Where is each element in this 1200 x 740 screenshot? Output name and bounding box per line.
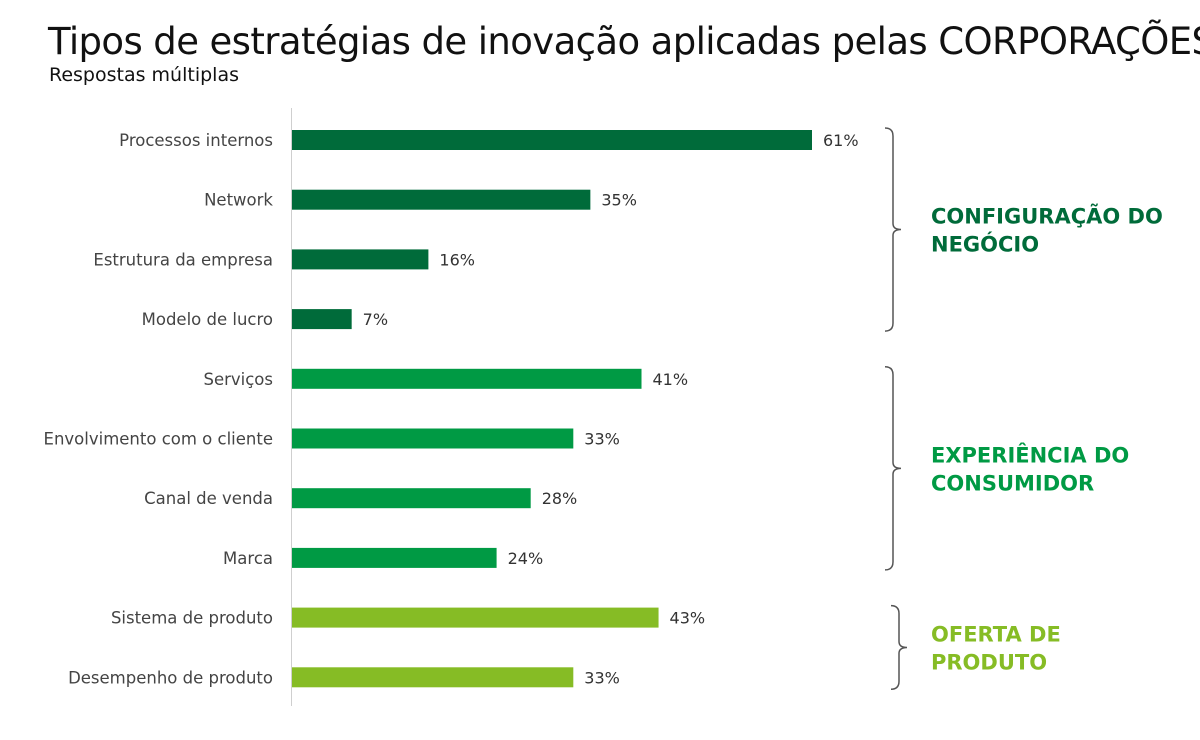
chart-title: Tipos de estratégias de inovação aplicad… [48, 20, 1200, 63]
group-label: EXPERIÊNCIA DO [931, 442, 1129, 467]
group-bracket [884, 127, 902, 332]
bar [292, 309, 352, 330]
bar [292, 547, 497, 568]
value-label: 41% [653, 370, 689, 389]
value-label: 61% [823, 131, 859, 150]
value-label: 24% [508, 549, 544, 568]
category-label: Serviços [203, 370, 273, 389]
value-label: 33% [584, 668, 620, 687]
bar [292, 667, 574, 688]
category-label: Envolvimento com o cliente [44, 430, 273, 449]
bar [292, 488, 531, 509]
value-label: 7% [363, 310, 388, 329]
group-label: CONFIGURAÇÃO DO [931, 204, 1163, 229]
value-label: 16% [439, 250, 475, 269]
value-label: 28% [542, 489, 578, 508]
group-bracket [890, 604, 908, 691]
group-label: CONSUMIDOR [931, 471, 1094, 495]
category-label: Processos internos [119, 131, 273, 150]
category-label: Desempenho de produto [68, 668, 273, 687]
bar [292, 249, 429, 270]
group-bracket [884, 366, 902, 571]
category-label: Network [204, 191, 273, 210]
category-label: Canal de venda [144, 489, 273, 508]
value-label: 43% [670, 609, 706, 628]
bar [292, 607, 659, 628]
group-label: PRODUTO [931, 650, 1047, 674]
value-label: 33% [584, 430, 620, 449]
bar [292, 368, 642, 389]
category-label: Sistema de produto [111, 609, 273, 628]
group-label: OFERTA DE [931, 622, 1061, 646]
bar [292, 428, 574, 449]
value-label: 35% [601, 191, 637, 210]
bar [292, 130, 812, 150]
category-label: Marca [223, 549, 273, 568]
chart-subtitle: Respostas múltiplas [49, 64, 239, 86]
bar [292, 189, 591, 210]
category-label: Estrutura da empresa [93, 250, 273, 269]
category-label: Modelo de lucro [142, 310, 273, 329]
group-label: NEGÓCIO [931, 232, 1039, 257]
